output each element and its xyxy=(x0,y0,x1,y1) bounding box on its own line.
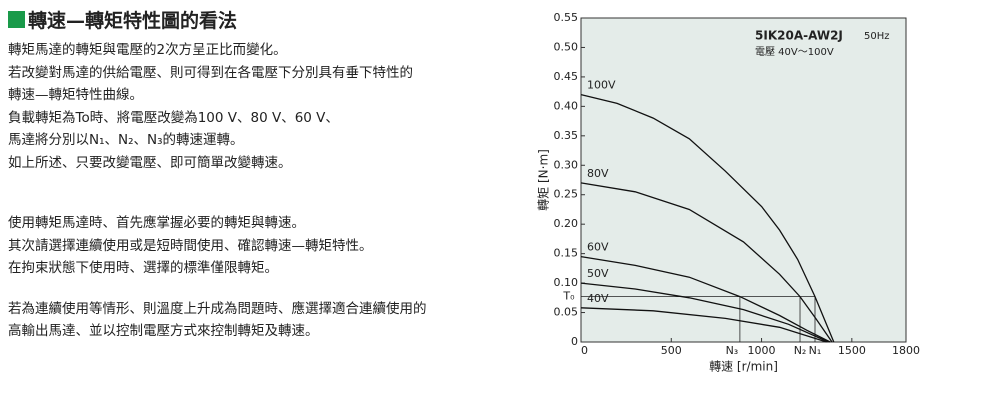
y-tick-label: 0.35 xyxy=(554,129,579,142)
voltage-range: 電壓 40V～100V xyxy=(755,46,834,58)
text-line: 若改變對馬達的供給電壓、則可得到在各電壓下分別具有垂下特性的 xyxy=(8,64,413,81)
y-tick-label: 0.45 xyxy=(554,70,579,83)
y-tick-label: 0 xyxy=(571,335,578,348)
text-line: 其次請選擇連續使用或是短時間使用、確認轉速—轉矩特性。 xyxy=(8,237,373,254)
text-line: 高輸出馬達、並以控制電壓方式來控制轉矩及轉速。 xyxy=(8,323,319,339)
frequency: 50Hz xyxy=(864,31,890,42)
y-tick-label: 0.55 xyxy=(554,11,579,24)
x-tick-label: 0 xyxy=(581,344,588,357)
reference-label: N₃ xyxy=(726,344,739,357)
series-label: 60V xyxy=(587,241,609,254)
paragraph: 使用轉矩馬達時、首先應掌握必要的轉矩與轉速。其次請選擇連續使用或是短時間使用、確… xyxy=(8,212,528,280)
title-icon xyxy=(8,11,25,28)
y-tick-label: 0.50 xyxy=(554,40,579,53)
series-label: 100V xyxy=(587,79,616,92)
y-tick-label: 0.10 xyxy=(554,276,579,289)
model: 5IK20A-AW2J xyxy=(755,29,843,43)
text-line: 在拘束狀態下使用時、選擇的標準僅限轉矩。 xyxy=(8,260,278,276)
title-text: 轉速—轉矩特性圖的看法 xyxy=(28,10,238,32)
y-tick-label: 0.25 xyxy=(554,188,579,201)
y-tick-label: 0.05 xyxy=(554,306,579,319)
text-line: 若為連續使用等情形、則溫度上升成為問題時、應選擇適合連續使用的 xyxy=(8,300,427,317)
reference-label: T₀ xyxy=(562,290,575,303)
text-line: 馬達將分別以N₁、N₂、N₃的轉速運轉。 xyxy=(8,132,244,148)
y-tick-label: 0.20 xyxy=(554,217,579,230)
series-label: 40V xyxy=(587,292,609,305)
series-line xyxy=(580,182,833,343)
x-tick-label: 500 xyxy=(661,344,682,357)
y-tick-label: 0.40 xyxy=(554,99,579,112)
x-tick-label: 1000 xyxy=(748,344,776,357)
series-line xyxy=(580,93,835,343)
x-axis-label: 轉速 [r/min] xyxy=(709,360,778,374)
chart: 0 0.05 0.10 0.15 0.20 0.25 0.30 0.35 0.40 0.45 0.5… xyxy=(537,11,921,374)
x-tick-label: 1500 xyxy=(838,344,866,357)
y-tick-label: 0.15 xyxy=(554,247,579,260)
paragraph: 轉矩馬達的轉矩與電壓的2次方呈正比而變化。若改變對馬達的供給電壓、則可得到在各電… xyxy=(8,39,528,174)
title: 轉速—轉矩特性圖的看法 xyxy=(8,6,528,33)
y-axis-label: 轉矩 [N·m] xyxy=(537,149,551,211)
series-line xyxy=(580,255,831,343)
y-tick-label: 0.30 xyxy=(554,158,579,171)
series-line xyxy=(580,307,827,343)
series-label: 80V xyxy=(587,167,609,180)
text-line: 如上所述、只要改變電壓、即可簡單改變轉速。 xyxy=(8,154,292,171)
series-line xyxy=(580,282,829,343)
reference-label: N₁ xyxy=(809,344,822,357)
reference-label: N₂ xyxy=(794,344,807,357)
paragraph: 若為連續使用等情形、則溫度上升成為問題時、應選擇適合連續使用的 高輸出馬達、並以控… xyxy=(8,298,528,343)
text-line: 轉矩馬達的轉矩與電壓的2次方呈正比而變化。 xyxy=(8,42,287,58)
document: 轉速—轉矩特性圖的看法 轉矩馬達的轉矩與電壓的2次方呈正比而變化。若改變對馬達的… xyxy=(8,6,528,343)
text-line: 使用轉矩馬達時、首先應掌握必要的轉矩與轉速。 xyxy=(8,215,305,231)
text-line: 轉速—轉矩特性曲線。 xyxy=(8,87,143,103)
x-tick-label: 1800 xyxy=(892,344,920,357)
plot-area xyxy=(580,17,907,343)
text-line: 負載轉矩為To時、將電壓改變為100 V、80 V、60 V、 xyxy=(8,109,339,126)
series-label: 50V xyxy=(587,267,609,280)
